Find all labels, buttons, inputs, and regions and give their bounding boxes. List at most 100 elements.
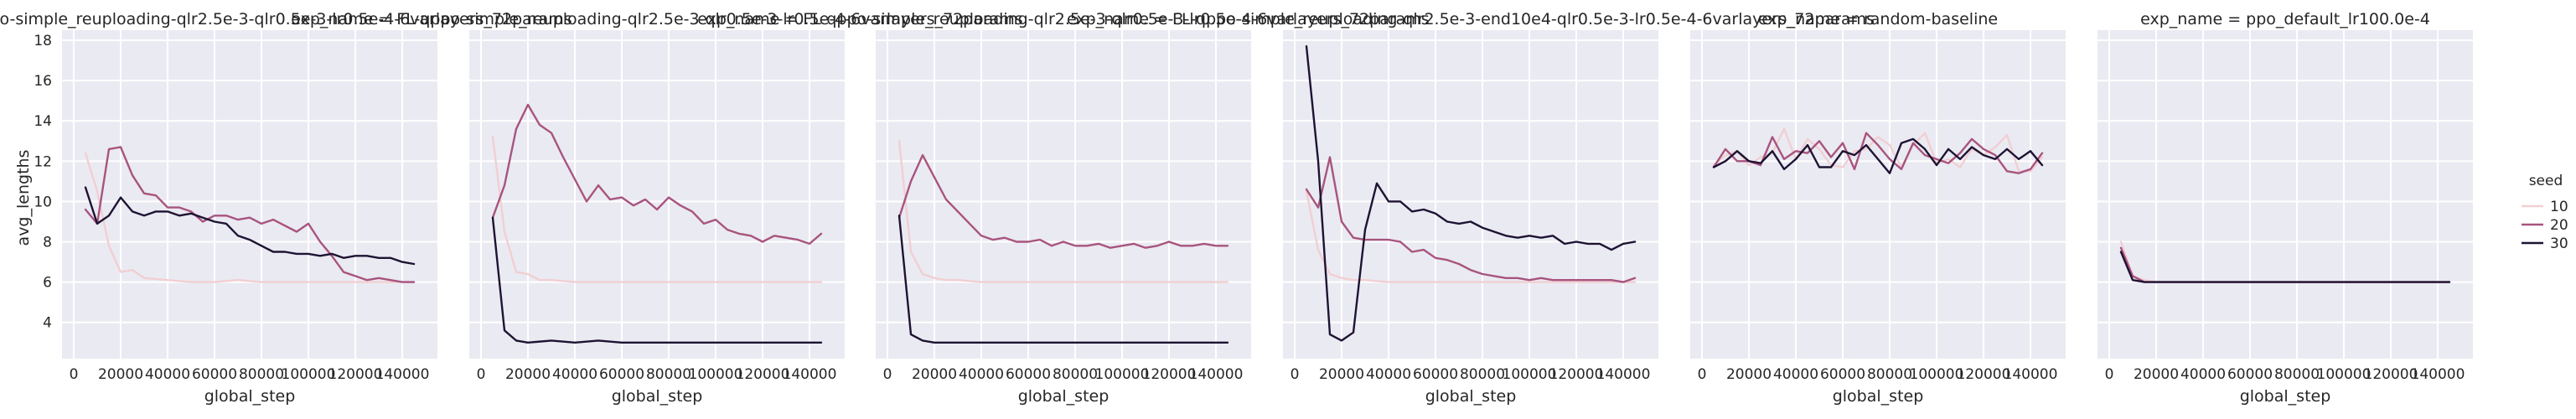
legend-label-seed-20: 20 [2550, 217, 2568, 234]
x-tick-label: 60000 [599, 366, 644, 383]
x-tick-label: 140000 [375, 366, 430, 383]
series-line-seed-30 [2119, 251, 2451, 283]
x-tick-label: 40000 [2180, 366, 2226, 383]
x-tick-label: 20000 [2134, 366, 2179, 383]
y-tick-label: 8 [43, 235, 52, 251]
y-tick-label: 4 [43, 315, 52, 332]
series-line-seed-30 [1305, 45, 1637, 342]
x-tick-label: 0 [477, 366, 486, 383]
series-line-seed-30 [1712, 137, 2044, 174]
y-tick-label: 18 [34, 33, 52, 49]
x-tick-label: 80000 [2274, 366, 2320, 383]
x-tick-label: 140000 [783, 366, 837, 383]
facet-panel: 0 20000 40000 60000 80000100000120000140000g… [291, 10, 1022, 406]
x-tick-label: 120000 [736, 366, 790, 383]
x-axis-label: global_step [2240, 387, 2331, 406]
y-tick-label: 12 [34, 153, 52, 170]
x-tick-label: 120000 [1142, 366, 1197, 383]
y-tick-label: 10 [34, 194, 52, 210]
x-tick-label: 120000 [2364, 366, 2418, 383]
series-group [2119, 241, 2451, 283]
x-tick-label: 100000 [282, 366, 336, 383]
x-tick-label: 60000 [1006, 366, 1051, 383]
x-tick-label: 100000 [1910, 366, 1964, 383]
series-line-seed-30 [84, 186, 416, 266]
x-tick-label: 60000 [1820, 366, 1865, 383]
facet-panel: 0 20000 40000 60000 80000100000120000140000g… [697, 10, 1429, 406]
panel-background [2098, 30, 2473, 359]
series-line-seed-20 [491, 103, 823, 246]
panel-background [469, 30, 845, 359]
x-tick-label: 140000 [2004, 366, 2058, 383]
y-tick-label: 16 [34, 73, 52, 90]
x-tick-label: 80000 [1867, 366, 1912, 383]
series-group [1712, 127, 2044, 174]
x-tick-label: 120000 [1549, 366, 1604, 383]
series-line-seed-20 [1712, 132, 2044, 174]
x-tick-label: 140000 [1596, 366, 1651, 383]
x-tick-label: 100000 [1503, 366, 1557, 383]
panel-title: exp_name = random-baseline [1758, 10, 1998, 28]
series-line-seed-10 [84, 152, 416, 283]
x-tick-label: 140000 [2411, 366, 2465, 383]
x-tick-label: 60000 [1413, 366, 1458, 383]
x-tick-label: 20000 [98, 366, 143, 383]
x-tick-label: 100000 [2317, 366, 2372, 383]
facet-panel: 0 20000 40000 60000 80000100000120000140000g… [1067, 10, 1875, 406]
panel-background [62, 30, 437, 359]
x-tick-label: 140000 [1189, 366, 1244, 383]
x-tick-label: 100000 [1095, 366, 1150, 383]
series-line-seed-20 [84, 146, 416, 283]
x-axis-label: global_step [1018, 387, 1110, 406]
panel-background [876, 30, 1251, 359]
x-tick-label: 80000 [1053, 366, 1098, 383]
panel-background [1283, 30, 1658, 359]
y-axis-label: avg_lengths [14, 150, 33, 246]
series-group [84, 146, 416, 283]
x-tick-label: 80000 [646, 366, 691, 383]
x-axis-label: global_step [204, 387, 296, 406]
series-line-seed-20 [1305, 156, 1637, 283]
panel-background [1690, 30, 2066, 359]
x-tick-label: 0 [883, 366, 892, 383]
x-tick-label: 0 [1698, 366, 1707, 383]
x-tick-label: 120000 [328, 366, 383, 383]
x-tick-label: 80000 [239, 366, 284, 383]
series-line-seed-30 [491, 216, 823, 344]
x-tick-label: 0 [2105, 366, 2114, 383]
series-line-seed-10 [1305, 190, 1637, 283]
x-tick-label: 0 [70, 366, 79, 383]
y-tick-label: 6 [43, 275, 52, 292]
series-line-seed-10 [491, 136, 823, 283]
panel-title: = FL-qppo-simple_reuploading-qlr2.5e-3-q… [0, 10, 572, 28]
panel-title: exp_name = FL-qppo-simple_reuploading-ql… [291, 10, 1022, 28]
x-tick-label: 20000 [505, 366, 551, 383]
y-tick-label: 14 [34, 113, 52, 130]
x-tick-label: 40000 [552, 366, 597, 383]
panel-title: exp_name = ppo_default_lr100.0e-4 [2140, 10, 2430, 28]
series-line-seed-30 [897, 215, 1229, 344]
x-axis-label: global_step [1833, 387, 1924, 406]
x-tick-label: 20000 [1319, 366, 1364, 383]
x-tick-label: 100000 [689, 366, 743, 383]
x-axis-label: global_step [1425, 387, 1517, 406]
series-group [897, 140, 1229, 344]
x-tick-label: 80000 [1460, 366, 1505, 383]
series-group [491, 103, 823, 344]
x-tick-label: 0 [1291, 366, 1300, 383]
panel-title: exp_name = FL-qppo-simple_reuploading-ql… [1067, 10, 1875, 28]
x-tick-label: 20000 [1726, 366, 1772, 383]
panel-title: exp_name = FL-qppo-simple_reuploading-ql… [697, 10, 1429, 28]
legend-title: seed [2529, 173, 2563, 189]
series-line-seed-10 [897, 140, 1229, 283]
x-tick-label: 60000 [192, 366, 237, 383]
x-axis-label: global_step [612, 387, 703, 406]
x-tick-label: 60000 [2227, 366, 2273, 383]
legend-label-seed-10: 10 [2550, 199, 2568, 215]
